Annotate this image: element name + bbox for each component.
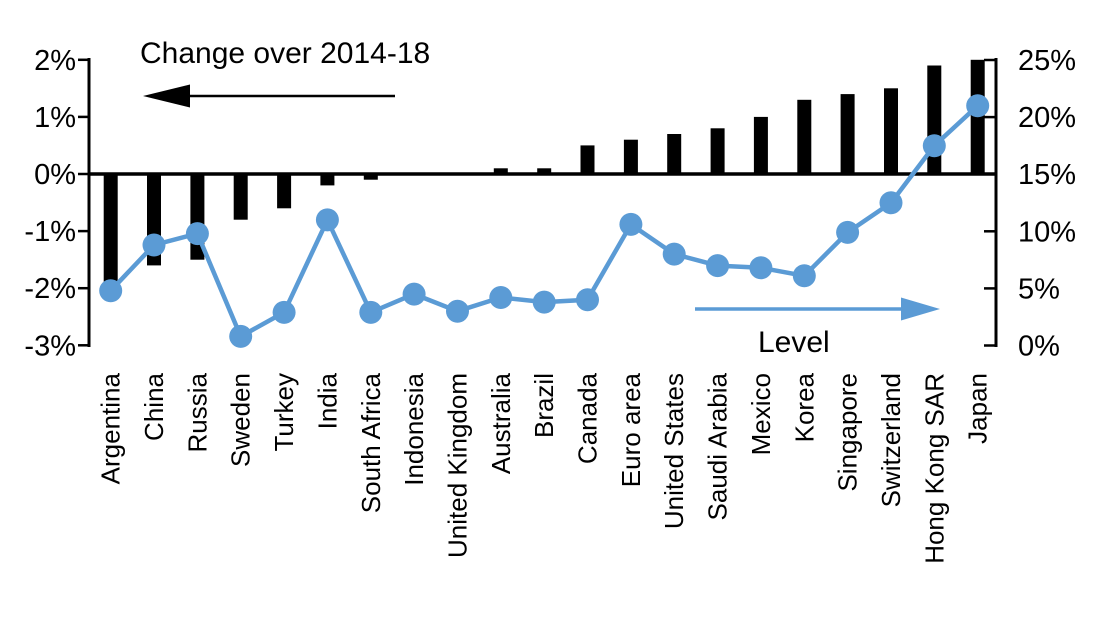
right-arrow — [695, 297, 940, 321]
x-label-Korea: Korea — [789, 372, 819, 442]
x-label-India: India — [312, 372, 342, 429]
x-label-Australia: Australia — [486, 372, 516, 474]
bar-Sweden — [233, 174, 248, 220]
bar-Argentina — [103, 174, 118, 283]
bar-Australia — [493, 168, 508, 174]
left-axis-ticks — [78, 58, 89, 347]
x-label-Mexico: Mexico — [746, 373, 776, 455]
right-axis-tick-label: 10% — [1018, 216, 1076, 248]
right-axis-tick-label: 0% — [1018, 331, 1060, 363]
bar-series-change — [103, 59, 985, 283]
line-series-label: Level — [758, 326, 830, 359]
left-axis-tick-labels: 2% 1% 0% -1% -2% -3% — [24, 45, 76, 362]
x-axis-category-labels: Argentina China Russia Sweden Turkey India Sou… — [96, 372, 993, 563]
bar-South Africa — [363, 174, 378, 180]
x-label-Japan: Japan — [963, 373, 993, 444]
x-label-United States: United States — [659, 373, 689, 529]
x-label-United Kingdom: United Kingdom — [443, 373, 473, 558]
marker-Russia — [185, 222, 209, 246]
marker-Indonesia — [402, 282, 426, 306]
bar-Brazil — [537, 168, 552, 174]
right-axis-tick-label: 25% — [1018, 45, 1076, 77]
marker-Canada — [576, 288, 599, 312]
bar-Mexico — [753, 116, 768, 174]
x-label-Euro area: Euro area — [616, 372, 646, 487]
bar-Switzerland — [884, 88, 898, 174]
left-axis-tick-label: 1% — [34, 102, 76, 134]
left-axis-tick-label: -3% — [24, 330, 76, 362]
marker-Australia — [489, 286, 513, 309]
marker-Mexico — [749, 256, 773, 280]
marker-Euro area — [619, 212, 643, 236]
x-label-China: China — [139, 372, 169, 440]
marker-United Kingdom — [446, 299, 469, 323]
bar-Turkey — [277, 174, 292, 209]
bar-Korea — [797, 99, 812, 174]
marker-Argentina — [99, 279, 123, 303]
bar-Canada — [580, 145, 595, 174]
marker-Singapore — [836, 220, 860, 244]
bar-United States — [667, 134, 682, 174]
bar-series-title: Change over 2014-18 — [140, 37, 430, 70]
marker-Hong Kong SAR — [922, 134, 946, 158]
marker-United States — [662, 242, 686, 266]
bar-Hong Kong SAR — [927, 65, 942, 174]
left-arrow — [143, 84, 395, 108]
x-label-Singapore: Singapore — [833, 373, 863, 492]
right-axis-tick-label: 5% — [1018, 273, 1060, 305]
bar-Singapore — [840, 94, 855, 174]
left-axis-tick-label: -1% — [24, 216, 76, 248]
left-arrow-head — [143, 84, 190, 108]
right-axis-tick-label: 20% — [1018, 102, 1076, 134]
bar-Saudi Arabia — [710, 128, 725, 174]
marker-Brazil — [532, 290, 556, 314]
x-label-Sweden: Sweden — [226, 373, 256, 467]
marker-South Africa — [359, 300, 383, 324]
right-arrow-head — [901, 297, 940, 321]
marker-Sweden — [229, 324, 253, 348]
x-label-Indonesia: Indonesia — [399, 372, 429, 485]
marker-Switzerland — [879, 191, 903, 215]
x-label-Saudi Arabia: Saudi Arabia — [703, 372, 733, 520]
line-series-level — [99, 94, 990, 348]
marker-India — [315, 208, 339, 232]
x-label-Switzerland: Switzerland — [876, 373, 906, 507]
marker-Korea — [792, 264, 816, 288]
right-axis-ticks — [984, 58, 996, 347]
bar-India — [320, 174, 335, 186]
left-axis-tick-label: -2% — [24, 273, 76, 305]
right-axis-tick-labels: 25% 20% 15% 10% 5% 0% — [1018, 45, 1076, 363]
left-axis-tick-label: 2% — [34, 45, 76, 77]
left-axis-tick-label: 0% — [34, 159, 76, 191]
x-label-Canada: Canada — [573, 372, 603, 464]
marker-Turkey — [272, 300, 296, 324]
x-label-Argentina: Argentina — [96, 372, 126, 484]
x-label-Hong Kong SAR: Hong Kong SAR — [919, 373, 949, 564]
marker-Japan — [966, 94, 990, 118]
marker-China — [142, 233, 166, 257]
x-label-Brazil: Brazil — [529, 373, 559, 438]
x-label-South Africa: South Africa — [356, 372, 386, 513]
marker-Saudi Arabia — [706, 254, 730, 278]
bar-Euro area — [623, 139, 638, 174]
x-label-Russia: Russia — [182, 372, 212, 452]
right-axis-tick-label: 15% — [1018, 159, 1076, 191]
x-label-Turkey: Turkey — [269, 373, 299, 452]
